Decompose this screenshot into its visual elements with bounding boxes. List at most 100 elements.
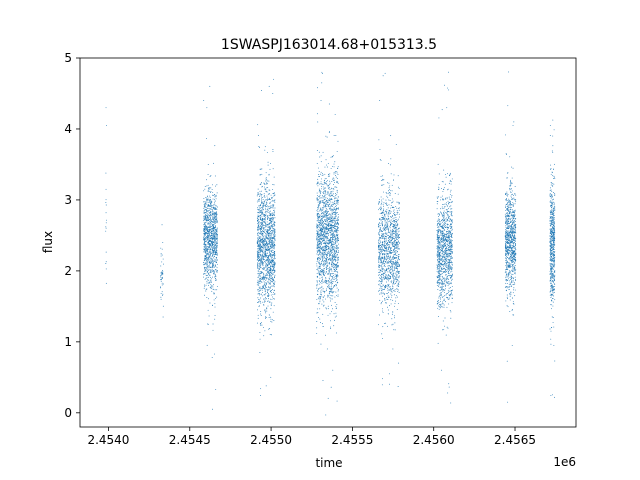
- data-point: [334, 267, 336, 269]
- data-point: [274, 221, 276, 223]
- data-point: [388, 253, 390, 254]
- data-point: [269, 268, 271, 270]
- data-point: [215, 211, 216, 213]
- data-point: [328, 207, 330, 209]
- data-point: [262, 240, 264, 241]
- data-point: [273, 320, 275, 321]
- data-point: [317, 167, 319, 169]
- data-point: [328, 223, 330, 225]
- data-point: [266, 268, 268, 270]
- data-point: [333, 256, 335, 258]
- data-point: [337, 219, 339, 221]
- data-point: [214, 205, 216, 207]
- data-point: [267, 164, 269, 166]
- data-point: [272, 228, 274, 230]
- data-point: [268, 295, 270, 297]
- data-point: [329, 191, 331, 193]
- data-point: [330, 282, 332, 284]
- data-point: [258, 146, 260, 148]
- data-point: [390, 268, 392, 270]
- data-point: [323, 199, 325, 201]
- data-point: [206, 262, 208, 264]
- data-point: [261, 263, 263, 265]
- data-point: [332, 241, 334, 243]
- data-point: [392, 276, 394, 278]
- data-point: [264, 259, 266, 260]
- data-point: [212, 305, 213, 307]
- data-point: [396, 308, 398, 310]
- data-point: [336, 200, 338, 202]
- data-point: [321, 178, 322, 180]
- data-point: [269, 261, 271, 263]
- data-point: [274, 244, 276, 246]
- data-point: [390, 273, 391, 274]
- data-point: [260, 239, 262, 241]
- data-point: [266, 151, 268, 153]
- data-point: [203, 259, 205, 261]
- data-point: [266, 264, 268, 266]
- data-point: [322, 227, 324, 229]
- data-point: [203, 206, 205, 208]
- data-point: [326, 256, 328, 258]
- data-point: [205, 288, 207, 290]
- data-point: [322, 219, 324, 221]
- data-point: [319, 243, 321, 244]
- data-point: [321, 289, 323, 291]
- data-point: [260, 245, 262, 246]
- data-point: [214, 195, 216, 197]
- data-point: [213, 251, 215, 253]
- data-point: [216, 220, 218, 222]
- data-point: [270, 273, 272, 275]
- data-point: [329, 297, 331, 299]
- data-point: [256, 322, 258, 324]
- data-point: [269, 274, 271, 276]
- data-point: [330, 242, 332, 244]
- data-point: [322, 197, 324, 199]
- data-point: [378, 207, 380, 209]
- data-point: [326, 221, 328, 223]
- data-point: [216, 296, 218, 298]
- data-point: [263, 268, 265, 270]
- data-point: [213, 293, 215, 295]
- data-point: [331, 272, 333, 274]
- data-point: [258, 247, 260, 249]
- data-point: [260, 395, 262, 396]
- data-point: [270, 245, 272, 247]
- data-point: [211, 265, 213, 267]
- data-point: [256, 240, 258, 242]
- data-point: [208, 234, 210, 236]
- data-point: [268, 258, 269, 260]
- data-point: [212, 210, 214, 212]
- data-point: [396, 274, 397, 276]
- data-point: [273, 265, 274, 267]
- data-point: [270, 201, 271, 203]
- data-point: [325, 198, 327, 200]
- data-point: [206, 263, 208, 265]
- data-point: [380, 281, 382, 283]
- scatter-points: [105, 71, 556, 416]
- data-point: [210, 232, 212, 234]
- data-point: [211, 287, 213, 289]
- data-point: [259, 290, 261, 292]
- data-point: [262, 272, 264, 274]
- data-point: [324, 178, 326, 180]
- data-point: [212, 195, 214, 197]
- data-point: [210, 280, 212, 282]
- data-point: [385, 225, 387, 227]
- data-point: [325, 263, 327, 265]
- data-point: [206, 226, 208, 228]
- data-point: [209, 276, 211, 278]
- data-point: [392, 251, 394, 253]
- data-point: [271, 256, 273, 258]
- data-point: [321, 253, 323, 255]
- data-point: [268, 260, 269, 262]
- data-point: [328, 291, 330, 293]
- data-point: [391, 294, 393, 296]
- data-point: [381, 266, 383, 268]
- data-point: [273, 176, 275, 178]
- data-point: [265, 264, 267, 266]
- data-point: [325, 230, 327, 232]
- data-point: [326, 242, 328, 244]
- data-point: [270, 242, 272, 244]
- data-point: [317, 178, 319, 180]
